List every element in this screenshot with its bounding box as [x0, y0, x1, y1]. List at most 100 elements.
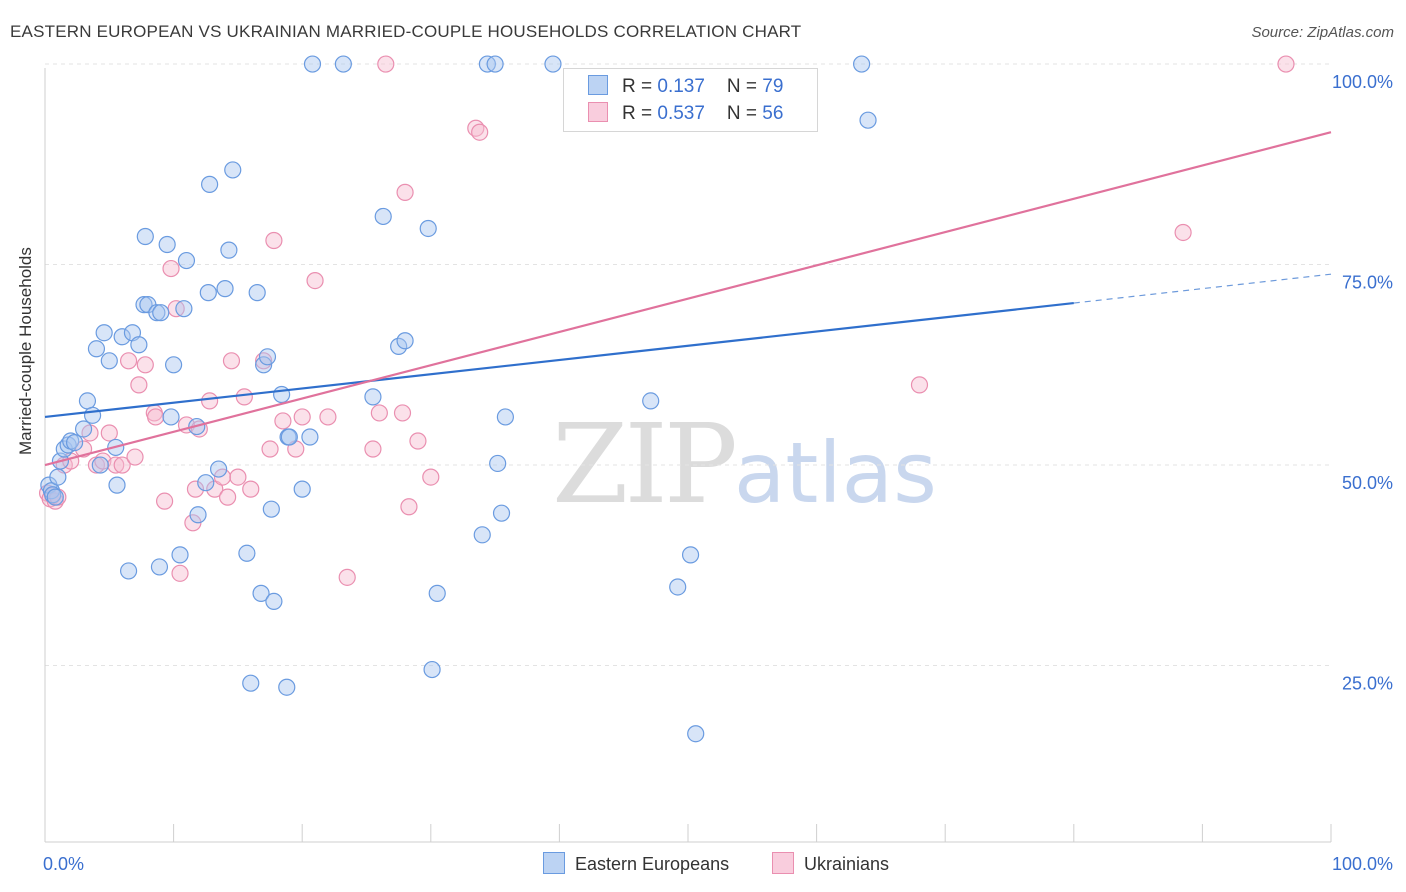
legend-swatch-pink [588, 102, 608, 122]
legend-r-label: R = [622, 76, 658, 97]
data-point [242, 480, 260, 498]
trend-line-eastern-europeans [44, 301, 1074, 419]
data-point [374, 207, 392, 226]
data-point [293, 408, 311, 426]
data-point [91, 456, 109, 474]
y-tick-label: 75.0% [1342, 273, 1393, 293]
data-point [496, 408, 514, 426]
data-point [492, 504, 511, 522]
data-point [473, 526, 491, 544]
series-eastern-europeans [40, 55, 877, 743]
data-point [171, 546, 189, 564]
data-point [130, 336, 148, 354]
data-point [49, 468, 67, 486]
legend-r-label: R = [622, 103, 658, 124]
data-point [280, 428, 298, 446]
data-point [100, 352, 118, 370]
data-point [273, 385, 291, 404]
data-point [419, 219, 437, 238]
data-point [210, 460, 228, 478]
data-point [171, 564, 189, 582]
data-point [136, 356, 154, 374]
data-point [1277, 55, 1295, 73]
data-point [222, 352, 241, 370]
data-point [186, 480, 205, 498]
data-point [265, 592, 283, 611]
data-point [108, 476, 126, 494]
data-point [46, 488, 64, 506]
data-point [859, 111, 877, 129]
data-point [669, 578, 687, 596]
data-point [377, 55, 395, 73]
data-point [422, 468, 440, 486]
data-point [370, 404, 388, 422]
legend-r-value: 0.137 [657, 76, 705, 97]
data-point [150, 558, 169, 576]
data-point [113, 328, 131, 346]
data-point [148, 304, 166, 322]
legend-n-value: 56 [762, 103, 784, 124]
data-point [393, 404, 412, 422]
data-point [489, 454, 507, 473]
data-point [364, 440, 382, 458]
data-point [201, 175, 219, 193]
data-point [152, 304, 170, 322]
bottom-legend-eastern-europeans: Eastern Europeans [543, 852, 729, 875]
data-point [409, 432, 427, 450]
data-point [910, 376, 929, 394]
data-point [486, 55, 504, 73]
data-point [162, 408, 180, 426]
trend-lines [44, 131, 1332, 467]
y-axis-label: Married-couple Households [16, 247, 35, 455]
bottom-legend-ukrainians: Ukrainians [772, 852, 889, 875]
data-point [238, 544, 256, 562]
data-point [78, 392, 97, 410]
legend-n-value: 79 [762, 76, 784, 97]
data-point [229, 468, 247, 486]
data-point [65, 434, 84, 452]
data-point [216, 280, 234, 298]
data-point [175, 300, 193, 318]
data-point [1174, 223, 1192, 242]
chart-title: EASTERN EUROPEAN VS UKRAINIAN MARRIED-CO… [10, 22, 802, 41]
data-point [136, 227, 154, 246]
data-point [44, 486, 62, 504]
legend-row-eastern-europeans: R = 0.137 N = 79 [588, 75, 783, 99]
x-tick-label: 0.0% [43, 854, 84, 874]
data-point [681, 546, 700, 564]
tick-labels: 25.0% 50.0% 75.0% 100.0% 0.0% 100.0% [43, 72, 1393, 874]
axes [44, 68, 1332, 843]
data-point [396, 183, 414, 201]
y-tick-label: 100.0% [1332, 72, 1393, 92]
data-point [126, 448, 144, 466]
series-ukrainians [38, 55, 1295, 586]
data-point [119, 562, 138, 580]
watermark-zip: ZIP [552, 400, 738, 528]
data-point [95, 324, 113, 342]
data-point [255, 356, 273, 374]
stats-legend: R = 0.137 N = 79 R = 0.537 N = 56 [563, 68, 818, 132]
data-point [258, 348, 277, 366]
data-point [165, 356, 183, 374]
data-point [197, 474, 215, 492]
data-point [155, 492, 174, 510]
data-point [189, 506, 207, 524]
data-point [113, 456, 131, 474]
data-point [265, 231, 283, 250]
legend-n-label: N = [726, 103, 763, 124]
data-point [319, 408, 337, 426]
data-point [206, 480, 224, 498]
data-point [242, 674, 260, 692]
legend-r-value: 0.537 [657, 103, 705, 124]
data-point [396, 332, 414, 350]
x-tick-label: 100.0% [1332, 854, 1393, 874]
y-tick-label: 50.0% [1342, 473, 1393, 493]
data-point [261, 440, 279, 458]
data-point [199, 284, 217, 302]
data-point [146, 408, 165, 426]
legend-row-ukrainians: R = 0.537 N = 56 [588, 102, 783, 126]
data-point [301, 428, 319, 446]
grid-lines [45, 63, 1331, 667]
